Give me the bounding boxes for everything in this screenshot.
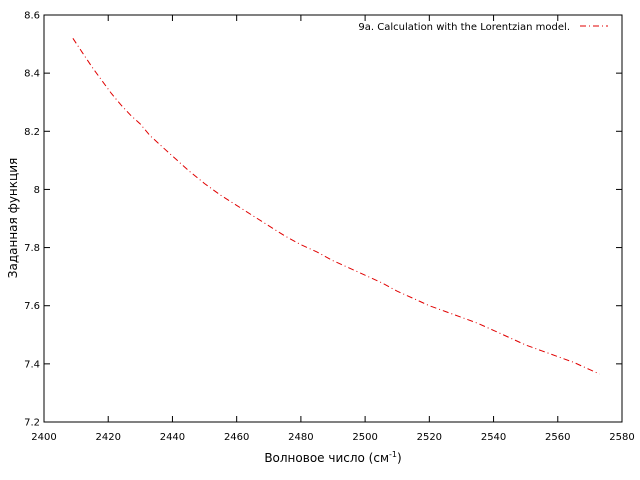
x-axis-label-superscript: -1 <box>389 450 397 459</box>
x-tick-label: 2580 <box>609 432 634 443</box>
y-tick-label: 8.4 <box>24 69 40 80</box>
y-tick-labels: 7.2 7.4 7.6 7.8 8 8.2 8.4 8.6 <box>24 11 40 429</box>
x-tick-label: 2520 <box>417 432 442 443</box>
y-tick-label: 7.4 <box>24 359 40 370</box>
legend-label: 9a. Calculation with the Lorentzian mode… <box>358 22 570 33</box>
x-tick-labels: 2400 2420 2440 2460 2480 2500 2520 2540 2560 2580 <box>31 432 634 443</box>
y-axis-label: Заданная функция <box>6 158 20 278</box>
plot-frame <box>43 14 623 423</box>
legend: 9a. Calculation with the Lorentzian mode… <box>358 22 608 33</box>
y-tick-label: 8.6 <box>24 11 40 22</box>
ticks <box>43 14 623 423</box>
x-tick-label: 2460 <box>224 432 249 443</box>
x-tick-label: 2480 <box>288 432 313 443</box>
y-tick-label: 7.2 <box>24 418 40 429</box>
x-tick-label: 2440 <box>160 432 185 443</box>
x-tick-label: 2560 <box>545 432 570 443</box>
y-tick-label: 7.8 <box>24 243 40 254</box>
x-tick-label: 2400 <box>31 432 56 443</box>
series-layer <box>72 38 600 375</box>
x-tick-label: 2500 <box>352 432 377 443</box>
y-tick-label: 7.6 <box>24 301 40 312</box>
x-tick-label: 2420 <box>95 432 120 443</box>
y-tick-label: 8.2 <box>24 127 40 138</box>
x-axis-label-suffix: ) <box>397 451 402 465</box>
x-tick-label: 2540 <box>481 432 506 443</box>
series-line <box>72 38 600 375</box>
y-tick-label: 8 <box>34 185 40 196</box>
x-axis-label: Волновое число (см-1) <box>264 450 401 465</box>
